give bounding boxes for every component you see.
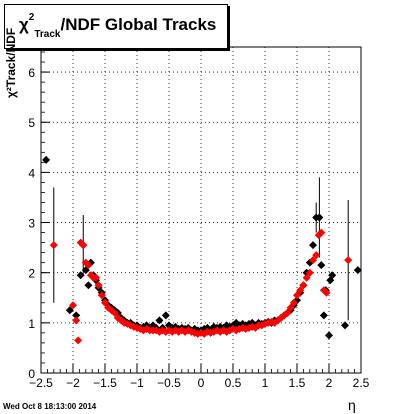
data-point-red [293,291,301,300]
data-point-red [302,273,311,282]
y-axis-label-text: χ²Track/NDF [4,27,18,98]
title-subscript: Track [34,29,61,41]
x-axis-label: η [348,397,356,413]
data-point-black [317,261,326,270]
data-point-red [299,281,308,290]
y-tick-label: 5 [28,116,35,130]
data-point-red [309,256,317,265]
title-rest: /NDF Global Tracks [60,15,217,34]
data-point-red [322,288,331,297]
data-point-red [101,298,109,307]
x-tick-label: −1.5 [93,376,117,390]
data-point-black [155,316,164,325]
y-tick-label: 0 [28,367,35,381]
data-point-red [317,228,326,237]
data-point-red [283,308,292,317]
x-tick-label: −2.5 [29,376,53,390]
data-point-black [319,311,328,320]
data-point-red [289,298,298,307]
data-point-black [72,311,81,320]
data-point-black [248,318,257,327]
y-axis-label: χ²Track/NDF [4,28,24,140]
data-point-black [76,271,85,280]
data-point-black [353,266,362,275]
plot-background [41,47,361,373]
data-point-red [286,303,295,312]
y-tick-label: 1 [28,317,35,331]
x-tick-label: −2 [66,376,80,390]
data-point-black [65,306,74,315]
data-point-black [315,213,324,222]
data-point-black [84,281,93,290]
data-point-red [69,301,77,310]
data-point-red [94,281,103,290]
title-chi: χ [19,15,29,34]
x-tick-label: 0.5 [225,376,242,390]
x-tick-label: −0.5 [157,376,181,390]
y-tick-label: 2 [28,267,35,281]
data-point-red [248,322,257,331]
data-point-red [296,286,305,295]
data-point-red [49,241,58,250]
data-point-red [305,268,314,277]
data-point-red [72,316,81,325]
data-point-red [110,308,119,317]
chart-title: χ2 Track/NDF Global Tracks [19,12,217,41]
y-tick-label: 3 [28,217,35,231]
data-point-black [341,321,349,330]
data-point-red [312,251,321,260]
data-point-black [309,241,317,250]
data-point-red [74,336,83,345]
x-tick-label: 2.5 [353,376,370,390]
data-point-red [344,256,353,265]
chart-title-box: χ2 Track/NDF Global Tracks [4,4,228,49]
y-tick-label: 4 [28,166,35,180]
title-superscript: 2 [28,12,35,24]
x-tick-label: 2 [326,376,333,390]
data-point-red [97,291,106,300]
data-point-red [79,241,88,250]
y-tick-label: 6 [28,66,35,80]
data-point-black [325,331,333,340]
x-tick-label: −1 [130,376,144,390]
data-point-red [84,261,93,270]
timestamp: Wed Oct 8 18:13:00 2014 [3,402,97,411]
x-tick-label: 1 [262,376,269,390]
data-point-black [328,271,337,280]
x-tick-label: 1.5 [289,376,306,390]
x-tick-label: 0 [198,376,205,390]
data-point-black [42,155,51,164]
data-point-red [92,273,101,282]
data-point-black [161,311,170,320]
